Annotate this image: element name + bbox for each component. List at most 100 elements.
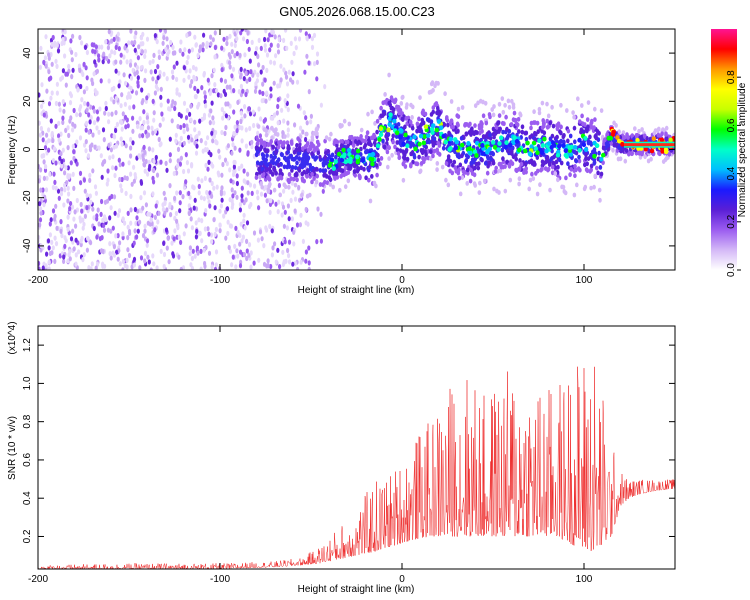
spectrogram-cell [645,136,649,141]
spectrogram-cell [414,161,418,167]
spectrogram-cell [129,58,133,64]
snr-y-tick-label: 0.4 [22,491,33,505]
spectrogram-cell [219,203,223,209]
spectrogram-cell [333,139,337,145]
spectrogram-cell [123,45,127,51]
spectrogram-cell [239,221,243,227]
spectrogram-cell [109,96,113,102]
spectrogram-cell [277,199,281,205]
spectrogram-cell [151,76,155,82]
spectrogram-cell [512,110,517,116]
spectrogram-cell [195,228,199,235]
spectrogram-cell [497,113,502,118]
spectrogram-cell [598,165,603,170]
spectrogram-cell [137,44,141,50]
spectrogram-cell [204,103,208,109]
spectrogram-cell [234,264,238,270]
spectrogram-cell [283,98,287,104]
spectrogram-cell [365,148,369,154]
spectrogram-cell [310,151,314,157]
spectrogram-cell [559,138,563,144]
spectrogram-cell [576,96,580,102]
spectrogram-x-axis-title: Height of straight line (km) [298,285,415,296]
spectrogram-cell [248,111,253,117]
spectrogram-cell [91,168,95,174]
spectrogram-cell [148,163,152,170]
spectrogram-cell [67,132,71,139]
spectrogram-cell [378,132,384,138]
spectrogram-cell [458,191,463,197]
spectrogram-cell [132,104,136,110]
spectrogram-cell [469,160,474,166]
spectrogram-cell [249,250,253,256]
spectrogram-cell [72,246,76,252]
spectrogram-cell [124,190,128,196]
spectrogram-cell [423,111,428,117]
spectrogram-cell [131,128,135,134]
spectrogram-cell [212,133,216,139]
spectrogram-cell [528,134,532,140]
spectrogram-cell [149,217,153,223]
spectrogram-cell [194,220,198,226]
spectrogram-cell [295,79,300,85]
spectrogram-cell [266,263,270,269]
spectrogram-cell [534,131,538,137]
spectrogram-cell [630,151,634,157]
spectrogram-cell [387,100,392,106]
spectrogram-cell [47,259,51,265]
spectrogram-cell [116,36,120,42]
spectrogram-cell [129,193,133,199]
spectrogram-cell [83,44,88,51]
colorbar: 0.00.20.40.60.8 Normalized spectral ampl… [711,29,748,277]
spectrogram-cell [639,135,644,141]
spectrogram-cell [240,193,244,199]
snr-panel: -200 -100 0 100 0.20.40.60.81.01.2 (x10^4) … [7,321,676,595]
spectrogram-cell [233,42,237,49]
spectrogram-cell [343,184,348,190]
spectrogram-cell [225,84,229,90]
spectrogram-cell [226,230,230,237]
spectrogram-cell [74,51,78,58]
spectrogram-cell [249,69,253,75]
spectrogram-cell [189,117,193,123]
spectrogram-cell [223,91,228,97]
spectrogram-cell [528,177,533,183]
spectrogram-cell [559,124,563,130]
spectrogram-cell [235,180,239,187]
spectrogram-cell [238,124,242,130]
spectrogram-cell [643,154,647,160]
spectrogram-cell [592,161,596,166]
spectrogram-cell [660,131,664,137]
spectrogram-cell [481,134,486,140]
spectrogram-cell [579,127,584,133]
spectrogram-cell [114,143,119,149]
spectrogram-cell [44,263,48,269]
spectrogram-cell [164,160,168,166]
spectrogram-cell [243,52,247,58]
spectrogram-cell [245,255,249,262]
spectrogram-cell [263,77,267,83]
spectrogram-cell [116,212,120,218]
spectrogram-cell [189,262,193,268]
spectrogram-cell [305,53,309,59]
spectrogram-cell [578,119,582,124]
spectrogram-cell [327,163,332,168]
spectrogram-cell [114,95,118,101]
spectrogram-cell [193,140,197,146]
spectrogram-cell [276,247,280,253]
spectrogram-cell [274,259,278,265]
spectrogram-cell [664,131,668,137]
spectrogram-cell [485,148,490,154]
spectrogram-cell [163,210,167,216]
spectrogram-cell [259,191,264,197]
spectrogram-cell [549,157,553,162]
spectrogram-cell [279,77,283,83]
spectrogram-cell [664,147,669,153]
spectrogram-cell [268,223,272,229]
spectrogram-cell [276,120,280,126]
spectrogram-cell [165,76,169,82]
spectrogram-cell [65,180,69,186]
spectrogram-cell [235,51,239,57]
spectrogram-cell [408,119,413,125]
spectrogram-cell [599,171,604,177]
